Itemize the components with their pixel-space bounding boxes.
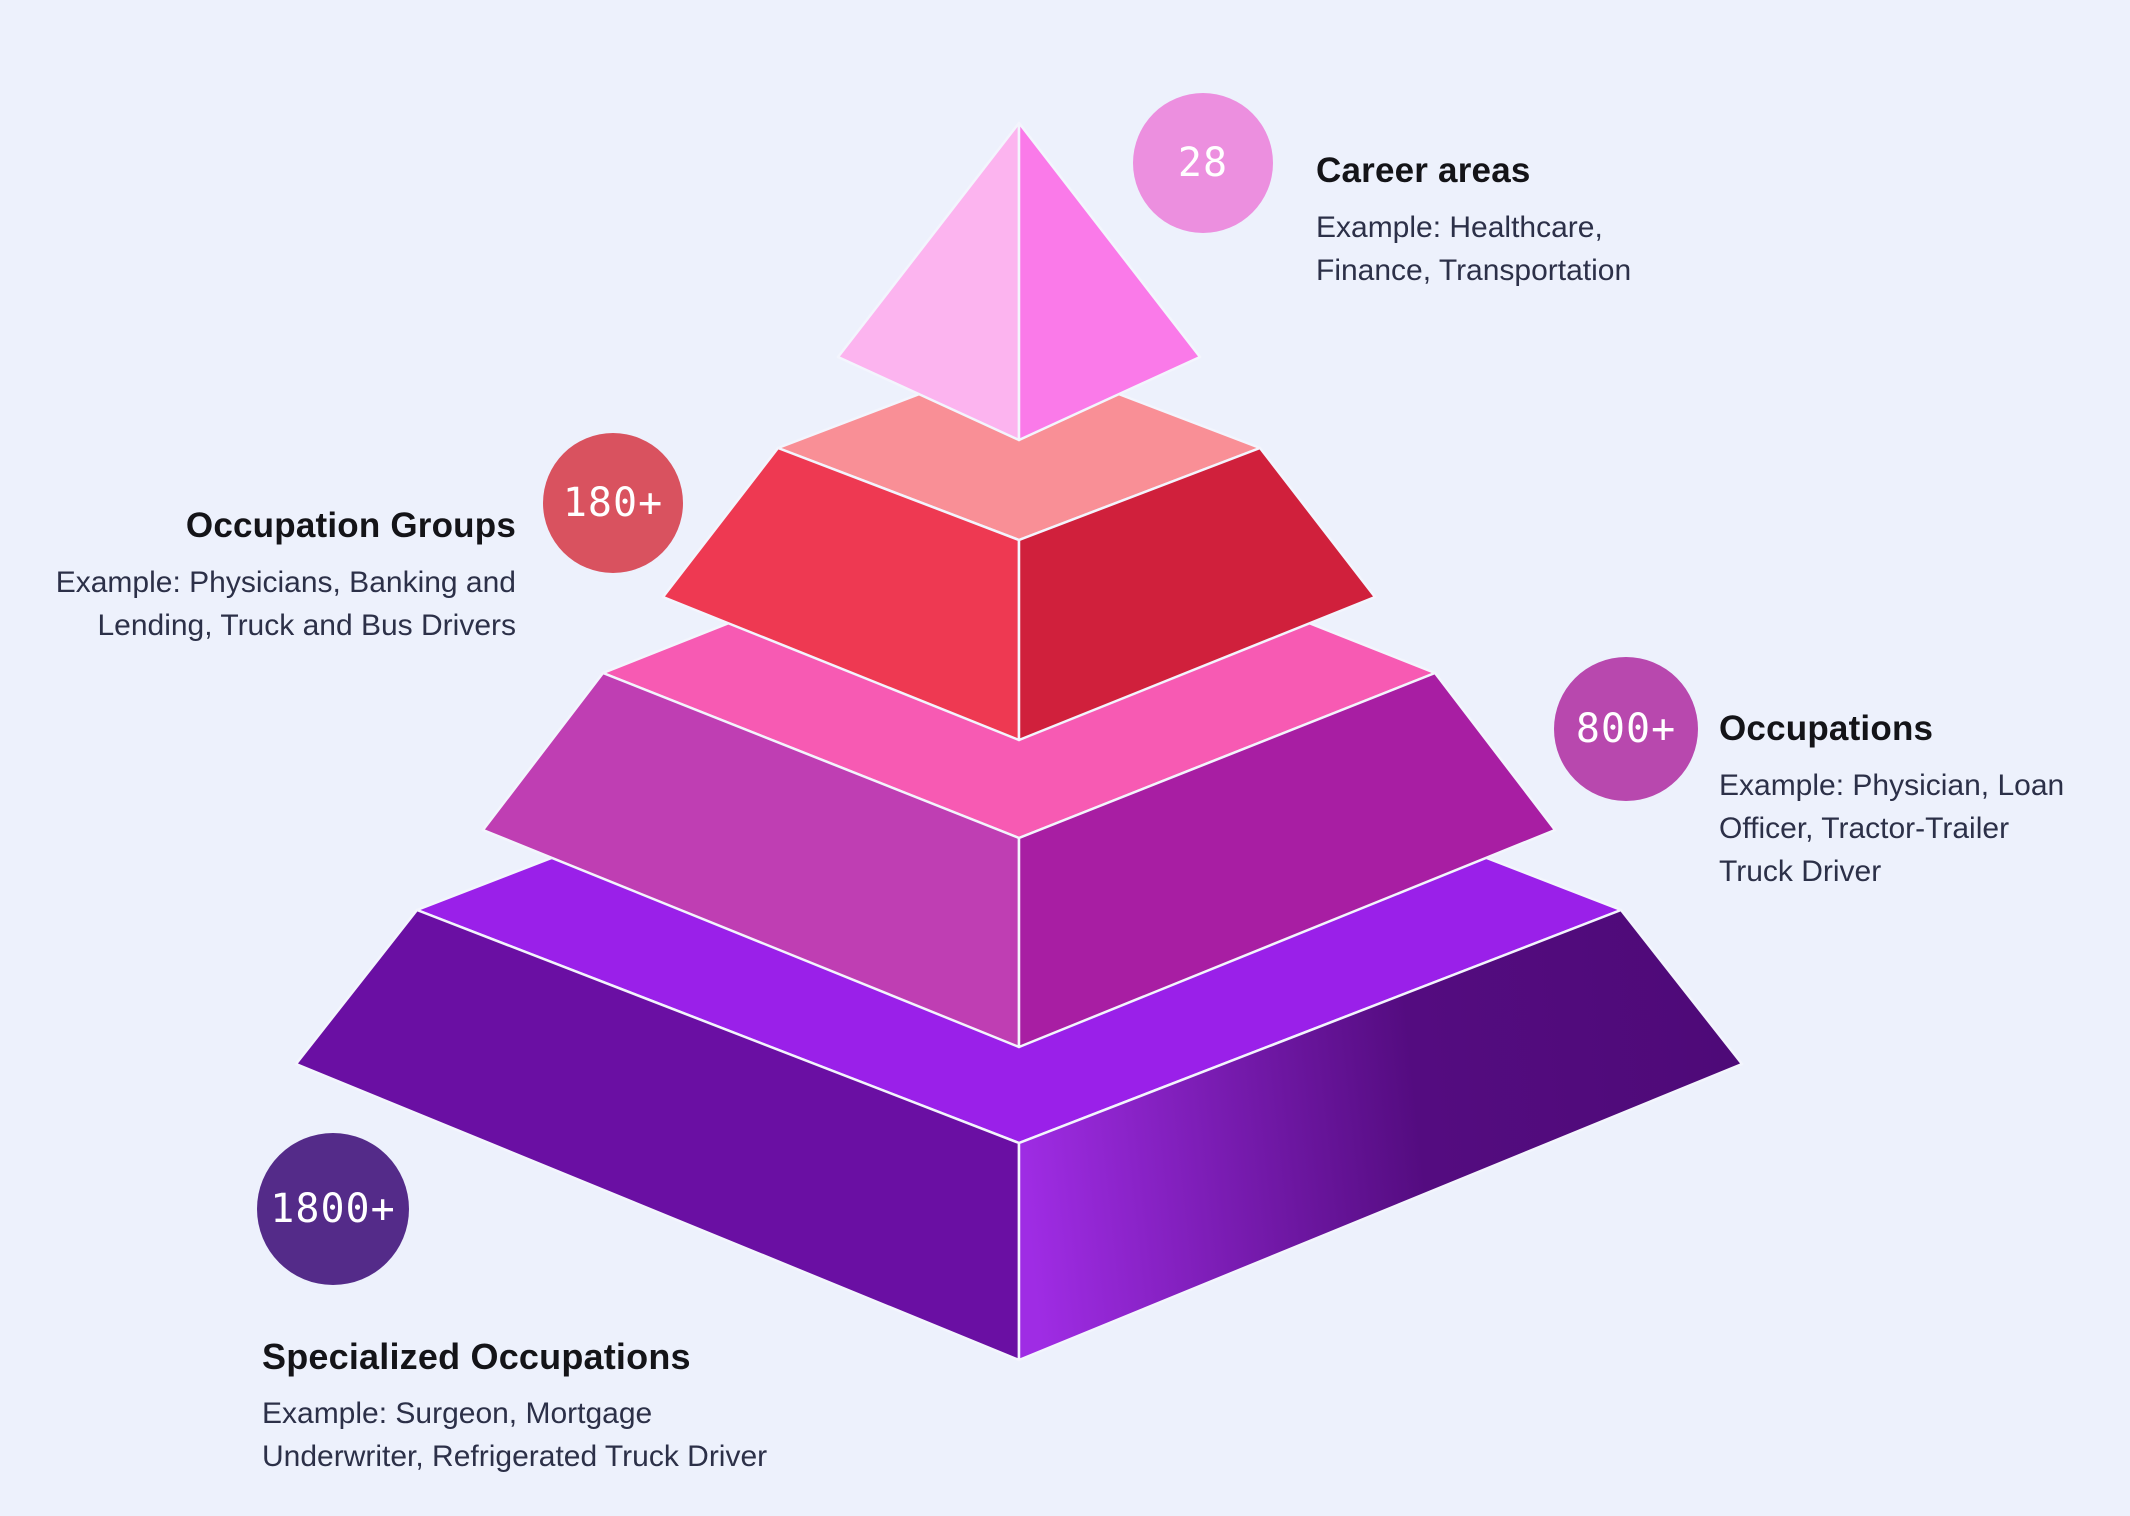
level-4-right-face — [1017, 908, 1744, 1362]
level-3-description: Example: Physician, Loan Officer, Tracto… — [1719, 769, 2065, 888]
level-4-annotation: Specialized Occupations Example: Surgeon… — [262, 1336, 767, 1478]
level-2-annotation: Occupation Groups Example: Physicians, B… — [0, 505, 516, 647]
level-2-count: 180+ — [562, 480, 664, 526]
level-4-count-badge: 1800+ — [257, 1133, 409, 1285]
level-2-right-face — [1017, 446, 1377, 742]
level-2-count-badge: 180+ — [543, 433, 683, 573]
level-1-count: 28 — [1177, 140, 1229, 186]
level-4-title: Specialized Occupations — [262, 1336, 691, 1377]
level-4-description: Example: Surgeon, Mortgage Underwriter, … — [262, 1397, 768, 1473]
level-3-count-badge: 800+ — [1554, 657, 1698, 801]
level-3-right-face — [1017, 671, 1557, 1049]
level-1-right-face — [1017, 121, 1202, 442]
level-1-count-badge: 28 — [1133, 93, 1273, 233]
level-1-title: Career areas — [1316, 151, 1531, 190]
level-3-count: 800+ — [1575, 706, 1677, 752]
level-1-annotation: Career areas Example: Healthcare, Financ… — [1316, 150, 1631, 292]
level-3-annotation: Occupations Example: Physician, Loan Off… — [1719, 708, 2064, 893]
pyramid-level-1 — [836, 121, 1202, 442]
level-1-description: Example: Healthcare, Finance, Transporta… — [1316, 211, 1632, 287]
pyramid-level-2 — [661, 354, 1377, 742]
level-2-title: Occupation Groups — [185, 506, 516, 545]
level-2-description: Example: Physicians, Banking and Lending… — [55, 566, 516, 642]
level-1-left-face — [836, 121, 1021, 442]
level-3-title: Occupations — [1719, 709, 1934, 748]
level-4-count: 1800+ — [270, 1186, 396, 1232]
